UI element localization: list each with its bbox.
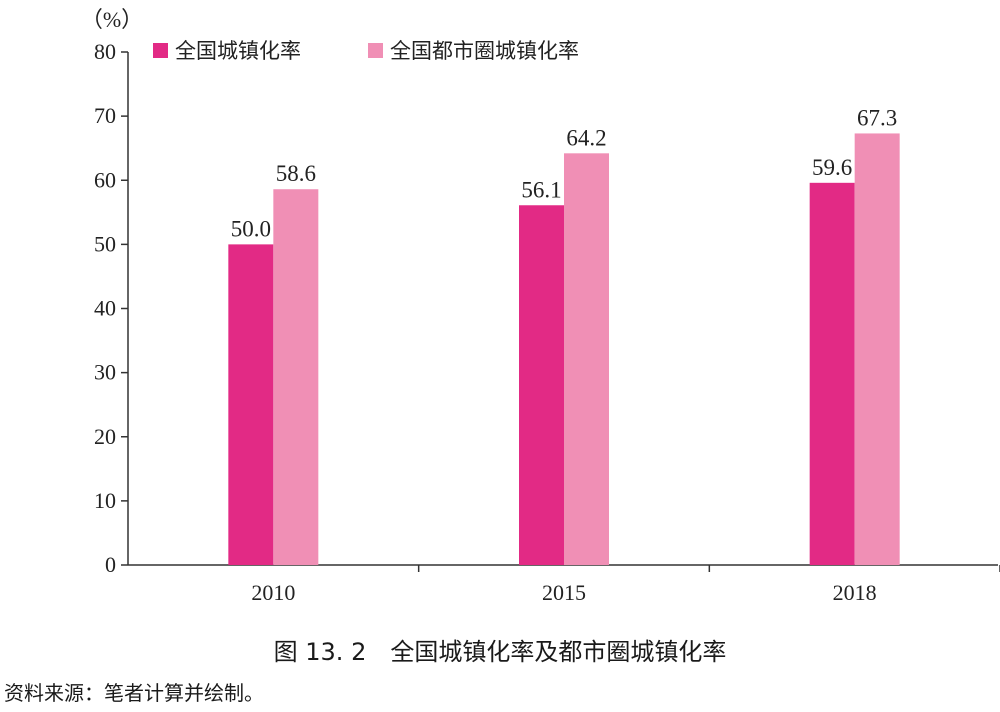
legend-swatch	[368, 43, 383, 58]
y-tick-label: 20	[94, 424, 116, 449]
x-tick-label: 2018	[833, 580, 877, 605]
y-tick-label: 50	[94, 231, 116, 256]
y-tick-label: 70	[94, 103, 116, 128]
chart-legend: 全国城镇化率 全国都市圈城镇化率	[153, 39, 579, 63]
x-tick-label: 2015	[542, 580, 586, 605]
y-axis-unit-label: （%）	[81, 7, 143, 32]
chart-bars	[228, 133, 900, 566]
bar	[273, 189, 319, 566]
y-tick-label: 40	[94, 296, 116, 321]
y-tick-label: 30	[94, 360, 116, 385]
y-tick-label: 0	[105, 552, 116, 577]
legend-label: 全国城镇化率	[175, 39, 301, 63]
source-note: 资料来源：笔者计算并绘制。	[4, 681, 264, 705]
legend-label: 全国都市圈城镇化率	[390, 39, 579, 63]
y-tick-label: 80	[94, 39, 116, 64]
data-label: 59.6	[812, 155, 852, 180]
bar	[809, 182, 855, 565]
data-label: 67.3	[857, 105, 897, 130]
data-label: 50.0	[231, 216, 271, 241]
x-tick-label: 2010	[251, 580, 295, 605]
chart-data-labels: 50.0 58.6 56.1 64.2 59.667.3	[231, 105, 898, 241]
data-label: 58.6	[276, 161, 316, 186]
y-tick-label: 10	[94, 488, 116, 513]
data-label: 64.2	[566, 125, 606, 150]
y-tick-label: 60	[94, 167, 116, 192]
chart-axes: 0 10 20 30 40 50 60 70 80 （%） 2010 2015 2018	[81, 7, 1000, 605]
bar	[228, 244, 274, 565]
figure-caption: 图 13. 2 全国城镇化率及都市圈城镇化率	[273, 638, 727, 666]
bar	[564, 153, 609, 565]
data-label: 56.1	[521, 177, 561, 202]
legend-swatch	[153, 43, 168, 58]
bar	[854, 133, 900, 565]
bar-chart: 0 10 20 30 40 50 60 70 80 （%） 2010 2015 2018 50.0 58.…	[81, 7, 1000, 605]
bar	[519, 205, 564, 566]
